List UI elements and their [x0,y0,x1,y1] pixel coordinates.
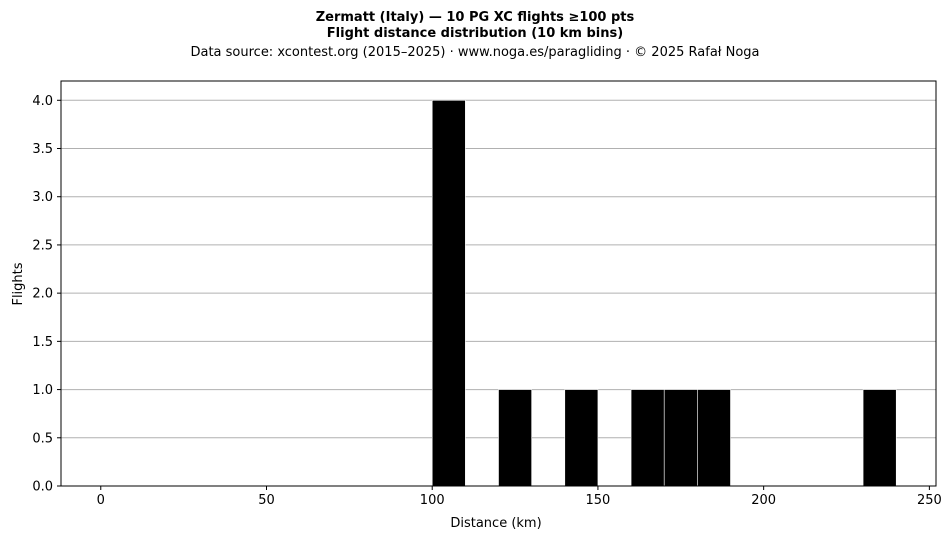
y-tick-label-0: 0.0 [32,480,53,495]
y-tick-label-8: 4.0 [32,94,53,109]
x-tick-label-100: 100 [420,493,445,508]
x-tick-label-200: 200 [751,493,776,508]
chart-subtitle: Data source: xcontest.org (2015–2025) · … [190,45,759,60]
y-tick-label-3: 1.5 [32,335,53,350]
y-tick-label-1: 0.5 [32,431,53,446]
x-tick-label-0: 0 [97,493,105,508]
bars [431,99,897,487]
y-axis-ticks: 0.0 0.5 1.0 1.5 2.0 2.5 3.0 3.5 4.0 [32,94,61,495]
x-tick-label-250: 250 [917,493,942,508]
x-tick-label-150: 150 [586,493,611,508]
bar-160 [630,389,665,487]
y-tick-label-6: 3.0 [32,190,53,205]
bar-230 [862,389,897,487]
bar-120 [498,389,532,487]
bar-100 [431,99,466,487]
bar-180 [697,389,731,487]
bar-170 [663,389,698,487]
y-tick-label-4: 2.0 [32,287,53,302]
y-axis-label: Flights [11,262,26,305]
chart-title: Zermatt (Italy) — 10 PG XC flights ≥100 … [316,10,635,25]
bar-140 [564,389,599,487]
y-tick-label-2: 1.0 [32,383,53,398]
x-tick-label-50: 50 [258,493,275,508]
y-tick-label-5: 2.5 [32,238,53,253]
grid-lines [61,99,936,439]
x-axis-label: Distance (km) [450,516,541,531]
y-tick-label-7: 3.5 [32,142,53,157]
x-axis-ticks: 0 50 100 150 200 250 [97,486,942,508]
plot-frame [60,80,937,487]
chart-title-2: Flight distance distribution (10 km bins… [327,26,623,41]
